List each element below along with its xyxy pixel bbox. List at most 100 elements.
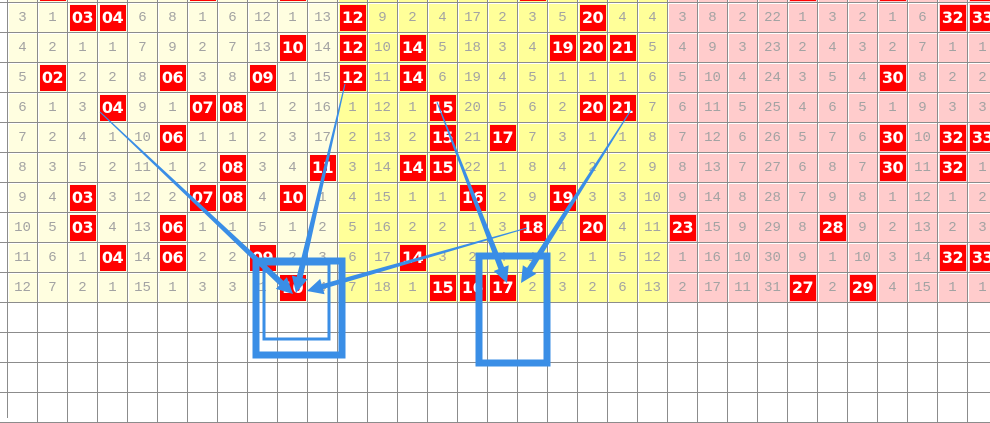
grid-cell	[668, 0, 698, 3]
grid-cell: 1	[248, 93, 278, 123]
miss-count: 9	[168, 40, 177, 56]
miss-count: 4	[858, 70, 867, 86]
hit-cell: 04	[98, 93, 128, 123]
empty-cell	[578, 363, 608, 393]
drawn-number: 07	[191, 98, 214, 117]
empty-cell	[458, 333, 488, 363]
miss-count: 4	[108, 220, 117, 236]
miss-count: 1	[318, 190, 327, 206]
hit-cell: 04	[98, 3, 128, 33]
grid-cell: 3	[818, 3, 848, 33]
drawn-number: 06	[161, 128, 184, 147]
grid-cell: 2	[668, 273, 698, 303]
empty-cell	[38, 363, 68, 393]
grid-cell: 5	[68, 153, 98, 183]
drawn-number: 03	[71, 218, 94, 237]
highlight-box-right	[475, 252, 551, 367]
miss-count: 4	[528, 40, 537, 56]
miss-count: 2	[198, 160, 207, 176]
grid-cell: 8	[728, 183, 758, 213]
miss-count: 7	[648, 100, 657, 116]
empty-cell	[158, 303, 188, 333]
hit-cell: 06	[158, 123, 188, 153]
miss-count: 1	[198, 130, 207, 146]
grid-cell: 1	[578, 123, 608, 153]
miss-count: 2	[888, 220, 897, 236]
grid-cell: 8	[158, 3, 188, 33]
grid-cell: 10	[698, 63, 728, 93]
empty-cell	[968, 303, 990, 333]
miss-count: 1	[108, 130, 117, 146]
miss-count: 4	[558, 160, 567, 176]
grid-cell: 2	[98, 153, 128, 183]
miss-count: 4	[888, 280, 897, 296]
grid-cell: 10	[8, 213, 38, 243]
grid-cell: 4	[98, 213, 128, 243]
drawn-number: 20	[581, 8, 604, 27]
miss-count: 3	[828, 10, 837, 26]
grid-cell: 12	[908, 183, 938, 213]
grid-cell: 3	[488, 33, 518, 63]
miss-count: 2	[48, 40, 57, 56]
grid-cell: 2	[488, 183, 518, 213]
grid-cell: 9	[848, 213, 878, 243]
miss-count: 1	[468, 220, 477, 236]
drawn-number: 11	[311, 158, 334, 177]
empty-cell	[128, 333, 158, 363]
miss-count: 12	[14, 280, 31, 296]
grid-cell: 1	[158, 273, 188, 303]
stub-line	[0, 92, 8, 93]
grid-cell: 1	[398, 183, 428, 213]
miss-count: 1	[168, 100, 177, 116]
grid-cell: 9	[668, 183, 698, 213]
grid-cell: 1	[548, 63, 578, 93]
empty-cell	[698, 303, 728, 333]
grid-cell: 8	[668, 153, 698, 183]
grid-cell: 3	[548, 273, 578, 303]
grid-cell: 20	[458, 93, 488, 123]
miss-count: 11	[134, 160, 151, 176]
grid-cell: 1	[488, 153, 518, 183]
drawn-number: 04	[101, 8, 124, 27]
drawn-number: 30	[881, 128, 904, 147]
drawn-number: 20	[581, 38, 604, 57]
drawn-number: 06	[161, 248, 184, 267]
grid-cell: 4	[878, 273, 908, 303]
hit-cell: 33	[968, 243, 990, 273]
miss-count: 16	[374, 220, 391, 236]
grid-cell: 2	[398, 213, 428, 243]
miss-count: 8	[738, 190, 747, 206]
miss-count: 1	[588, 250, 597, 266]
empty-cell	[908, 303, 938, 333]
grid-cell: 5	[788, 123, 818, 153]
stub-line	[0, 242, 8, 243]
grid-cell: 1	[188, 123, 218, 153]
grid-cell: 1	[968, 273, 990, 303]
miss-count: 1	[888, 10, 897, 26]
miss-count: 3	[288, 130, 297, 146]
grid-cell: 9	[128, 93, 158, 123]
grid-cell: 7	[668, 123, 698, 153]
grid-cell: 15	[908, 273, 938, 303]
miss-count: 30	[764, 250, 781, 266]
miss-count: 8	[858, 190, 867, 206]
grid-cell: 4	[608, 3, 638, 33]
miss-count: 13	[314, 10, 331, 26]
grid-cell: 6	[818, 93, 848, 123]
miss-count: 8	[138, 70, 147, 86]
miss-count: 12	[644, 250, 661, 266]
grid-cell: 1	[278, 213, 308, 243]
grid-cell: 1	[98, 273, 128, 303]
grid-cell	[158, 0, 188, 3]
empty-cell	[668, 363, 698, 393]
hit-cell: 33	[968, 123, 990, 153]
drawn-number: 29	[851, 278, 874, 297]
drawn-number: 28	[821, 218, 844, 237]
grid-cell: 4	[668, 33, 698, 63]
empty-cell	[968, 333, 990, 363]
drawn-number: 04	[101, 98, 124, 117]
grid-cell: 2	[848, 3, 878, 33]
grid-cell: 15	[368, 183, 398, 213]
grid-cell: 5	[728, 93, 758, 123]
miss-count: 1	[78, 250, 87, 266]
